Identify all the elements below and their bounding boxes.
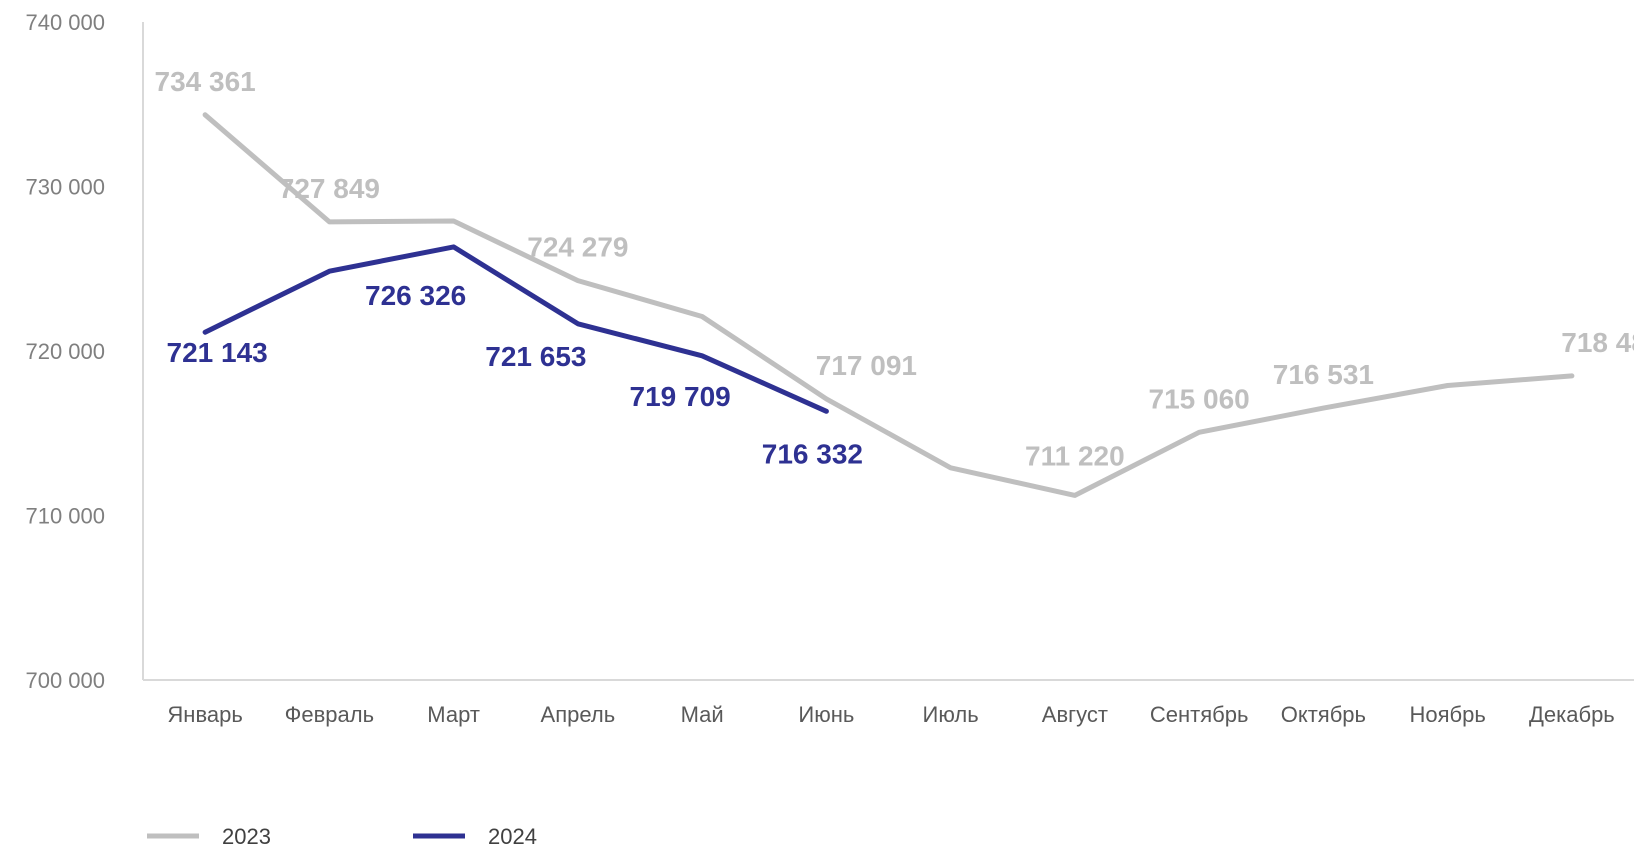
y-tick-label: 710 000 bbox=[25, 504, 105, 529]
series-lines bbox=[202, 112, 1575, 498]
y-axis-ticks: 700 000 710 000 720 000 730 000 740 000 bbox=[25, 10, 105, 693]
x-tick-label: Март bbox=[427, 702, 480, 727]
y-tick-label: 730 000 bbox=[25, 175, 105, 200]
x-tick-label: Август bbox=[1042, 702, 1108, 727]
data-label-2023: 717 091 bbox=[816, 350, 917, 381]
data-label-2023: 715 060 bbox=[1149, 383, 1250, 414]
data-labels: 734 361 727 849 724 279 717 091 711 220 715 0… bbox=[155, 66, 1634, 472]
data-label-2024: 721 143 bbox=[167, 337, 268, 368]
series-line-2024 bbox=[202, 244, 829, 414]
x-tick-label: Сентябрь bbox=[1150, 702, 1249, 727]
x-axis-ticks: Январь Февраль Март Апрель Май Июнь Июль Август… bbox=[167, 702, 1614, 727]
legend: 2023 2024 bbox=[147, 824, 537, 849]
data-label-2024: 719 709 bbox=[630, 381, 731, 412]
data-label-2024: 716 332 bbox=[762, 438, 863, 469]
x-tick-label: Апрель bbox=[541, 702, 616, 727]
data-label-2024: 726 326 bbox=[365, 280, 466, 311]
data-label-2023: 711 220 bbox=[1025, 440, 1125, 471]
y-tick-label: 720 000 bbox=[25, 339, 105, 364]
series-line-2023 bbox=[202, 112, 1575, 498]
legend-label-2023: 2023 bbox=[222, 824, 271, 849]
x-tick-label: Февраль bbox=[285, 702, 374, 727]
y-tick-label: 740 000 bbox=[25, 10, 105, 35]
x-tick-label: Декабрь bbox=[1529, 702, 1615, 727]
x-tick-label: Ноябрь bbox=[1409, 702, 1485, 727]
y-tick-label: 700 000 bbox=[25, 668, 105, 693]
x-tick-label: Июль bbox=[923, 702, 979, 727]
data-label-2023: 716 531 bbox=[1273, 359, 1374, 390]
x-tick-label: Июнь bbox=[798, 702, 854, 727]
x-tick-label: Октябрь bbox=[1281, 702, 1366, 727]
legend-label-2024: 2024 bbox=[488, 824, 537, 849]
x-tick-label: Январь bbox=[167, 702, 242, 727]
data-label-2023: 718 485 bbox=[1561, 327, 1634, 358]
data-label-2023: 727 849 bbox=[279, 173, 380, 204]
data-label-2023: 734 361 bbox=[155, 66, 256, 97]
data-label-2024: 721 653 bbox=[485, 341, 586, 372]
x-tick-label: Май bbox=[681, 702, 724, 727]
data-label-2023: 724 279 bbox=[527, 232, 628, 263]
